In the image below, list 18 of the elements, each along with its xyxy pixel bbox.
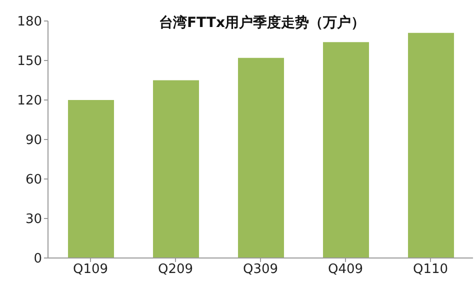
bar bbox=[408, 32, 454, 258]
x-tick-label: Q309 bbox=[242, 262, 278, 278]
x-tick-label: Q209 bbox=[158, 262, 194, 278]
y-tick-label: 30 bbox=[25, 212, 42, 228]
y-tick-label: 120 bbox=[17, 94, 42, 109]
bar bbox=[68, 100, 114, 258]
y-tick-label: 0 bbox=[34, 252, 42, 267]
y-tick-label: 60 bbox=[25, 172, 42, 188]
y-tick-label: 150 bbox=[17, 54, 42, 70]
x-tick-label: Q409 bbox=[328, 262, 364, 278]
bar bbox=[153, 80, 199, 258]
y-tick-label: 180 bbox=[17, 14, 42, 30]
y-tick-label: 90 bbox=[25, 133, 42, 148]
bar bbox=[323, 42, 369, 258]
chart-title: 台湾FTTx用户季度走势（万户） bbox=[158, 14, 366, 32]
x-tick-label: Q110 bbox=[412, 262, 448, 278]
x-tick-label: Q109 bbox=[72, 262, 108, 278]
bar bbox=[238, 58, 284, 258]
